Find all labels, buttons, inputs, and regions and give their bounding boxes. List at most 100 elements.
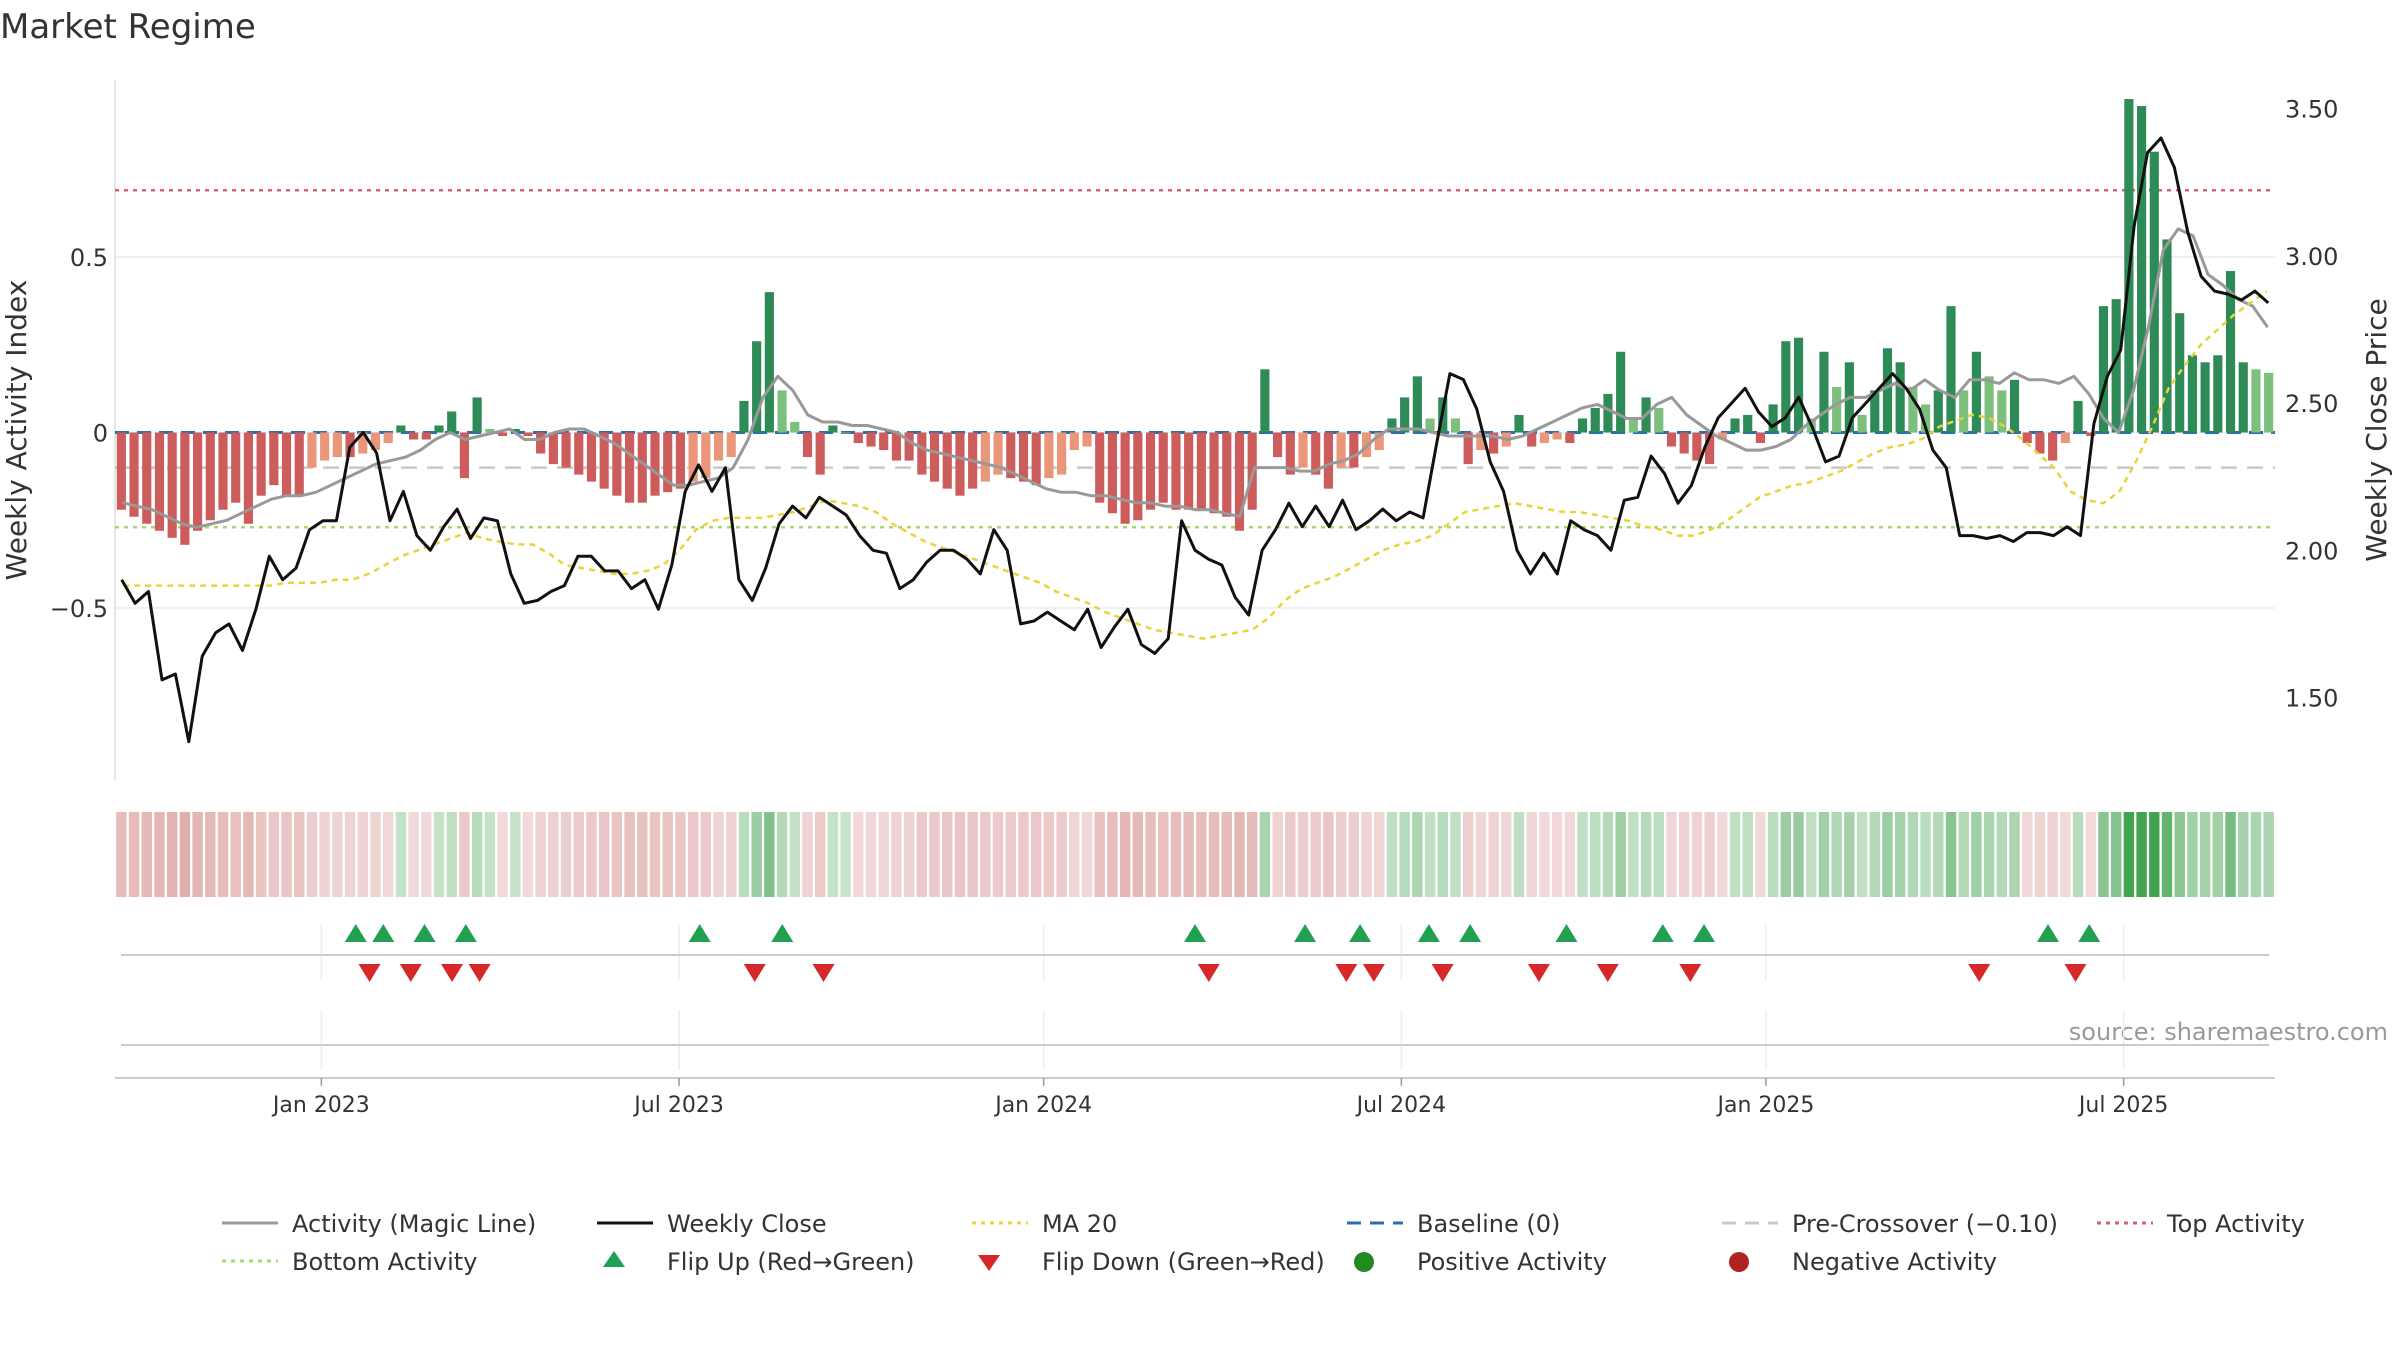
activity-bar	[1082, 432, 1092, 447]
activity-bar	[320, 432, 330, 461]
x-tick-label: Jul 2024	[1355, 1093, 1447, 1118]
activity-bar	[1311, 432, 1321, 475]
regime-cell	[471, 812, 483, 897]
activity-bar	[218, 432, 228, 510]
regime-cell	[1246, 812, 1258, 897]
flip-up-marker	[1184, 924, 1206, 942]
regime-cell	[1158, 812, 1169, 897]
regime-cell	[1653, 812, 1664, 897]
regime-cell	[929, 812, 940, 897]
regime-cell	[1742, 812, 1753, 897]
activity-bar	[2060, 432, 2070, 444]
flip-down-marker	[1431, 964, 1454, 982]
activity-bar	[1717, 432, 1727, 440]
regime-cell	[382, 812, 394, 897]
flip-up-marker	[1349, 924, 1372, 942]
regime-cell	[1323, 812, 1334, 897]
activity-bar	[777, 390, 787, 433]
x-axis: Jan 2023 Jul 2023 Jan 2024 Jul 2024 Jan 2025…	[115, 1077, 2275, 1118]
regime-cell	[764, 812, 775, 897]
activity-bar	[193, 432, 203, 531]
activity-bar	[1336, 432, 1346, 468]
activity-bar	[942, 432, 952, 489]
regime-cell	[1894, 812, 1906, 897]
regime-cell	[1501, 812, 1512, 897]
activity-bar	[1666, 432, 1677, 447]
regime-cell	[1933, 812, 1944, 897]
regime-cell	[2110, 812, 2122, 897]
activity-bar	[929, 432, 940, 482]
regime-cell	[662, 812, 673, 897]
regime-cell	[446, 812, 457, 897]
activity-bar	[205, 432, 215, 521]
activity-bar	[2009, 379, 2020, 433]
flip-down-marker	[1968, 964, 1991, 982]
flip-down-marker	[1679, 964, 1702, 982]
activity-bar	[1565, 432, 1575, 444]
regime-cell	[1602, 812, 1614, 897]
x-tick-label: Jan 2023	[271, 1093, 370, 1118]
regime-cell	[1043, 812, 1055, 897]
flip-up-marker	[1459, 924, 1482, 942]
regime-cell	[1704, 812, 1715, 897]
regime-cell	[2238, 812, 2249, 897]
activity-bar	[1285, 432, 1295, 475]
regime-cell	[1729, 812, 1741, 897]
chart-title: Market Regime	[0, 7, 256, 47]
activity-bar	[1997, 390, 2007, 433]
flip-up-marker	[1651, 924, 1674, 942]
activity-bar	[370, 432, 381, 451]
regime-cell	[2098, 812, 2109, 897]
y-axis-label: Weekly Activity Index	[0, 280, 33, 581]
regime-cell	[1818, 812, 1830, 897]
regime-cell	[1526, 812, 1537, 897]
activity-bar	[1107, 432, 1117, 514]
source-credit: source: sharemaestro.com	[2069, 1018, 2388, 1046]
legend-flip-up-icon	[603, 1251, 625, 1267]
series-lines	[120, 136, 2270, 744]
regime-cell	[1145, 812, 1156, 897]
flip-up-marker	[2036, 924, 2059, 942]
activity-bar	[701, 432, 711, 479]
activity-bar	[1971, 351, 1981, 433]
regime-cell	[1335, 812, 1347, 897]
activity-bar	[1006, 432, 1016, 479]
regime-cell	[319, 812, 330, 897]
regime-cell	[1920, 812, 1931, 897]
activity-bar	[1463, 432, 1473, 465]
regime-cell	[1958, 812, 1969, 897]
activity-bar	[1158, 432, 1168, 503]
activity-bar	[485, 428, 495, 433]
regime-cell	[1297, 812, 1309, 897]
regime-cell	[942, 812, 953, 897]
regime-cell	[1590, 812, 1601, 897]
y2-tick-label: 2.50	[2285, 390, 2338, 418]
activity-bar	[1692, 432, 1702, 461]
activity-bar	[1234, 432, 1245, 531]
regime-cell	[802, 812, 813, 897]
activity-bar	[129, 432, 139, 517]
regime-cell	[1806, 812, 1817, 897]
regime-cell	[1424, 812, 1436, 897]
regime-cell	[687, 812, 699, 897]
regime-cell	[1640, 812, 1652, 897]
activity-bar	[1933, 390, 1943, 433]
activity-bar	[904, 432, 914, 461]
regime-cell	[395, 812, 407, 897]
activity-bar	[1984, 376, 1994, 433]
activity-bar	[599, 432, 609, 489]
activity-bar	[2187, 355, 2197, 433]
magic-line	[122, 227, 2269, 529]
legend-label: Positive Activity	[1417, 1248, 1607, 1276]
regime-cell	[1450, 812, 1461, 897]
regime-cell	[726, 812, 737, 897]
activity-bar	[497, 432, 508, 437]
regime-cell	[598, 812, 610, 897]
activity-bar	[561, 432, 571, 468]
activity-bar	[1260, 369, 1270, 433]
flip-up-marker	[413, 924, 436, 942]
regime-cell	[1437, 812, 1448, 897]
activity-bar	[294, 432, 304, 496]
regime-cell	[1412, 812, 1423, 897]
